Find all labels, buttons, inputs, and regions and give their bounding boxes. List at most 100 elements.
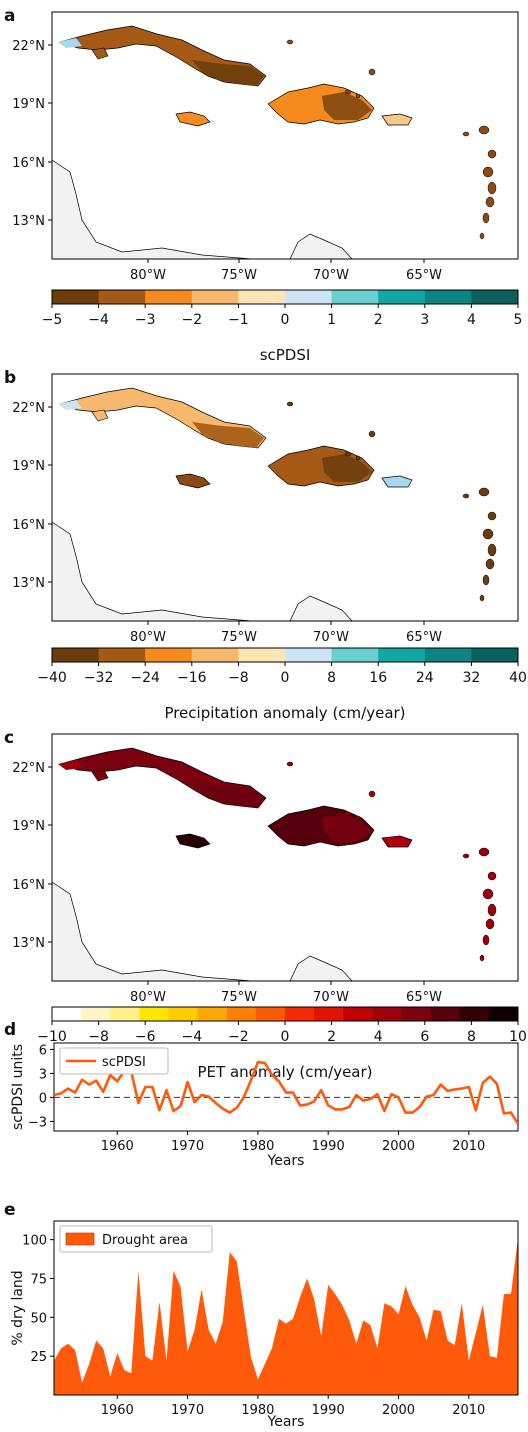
colorbar-segment	[401, 1007, 432, 1021]
colorbar-segment	[331, 648, 379, 662]
lon-tick-label: 65°W	[406, 268, 442, 283]
colorbar: −5 −4 −3 −2 −1 0 1 2 3 4 5	[42, 289, 522, 328]
x-axis-label: Years	[267, 1153, 305, 1169]
cuba-east-region	[192, 422, 264, 448]
colorbar-tick-label: 32	[462, 670, 480, 686]
caribbean-map	[52, 12, 518, 259]
map-frame	[51, 373, 519, 622]
longitude-ticks: 80°W 75°W 70°W 65°W	[130, 621, 442, 645]
colorbar-tick-label: 3	[420, 312, 429, 328]
colorbar-tick-label: −5	[42, 312, 63, 328]
puerto-rico	[381, 113, 413, 126]
lat-tick-label: 22°N	[12, 401, 45, 416]
colorbar-tick-label: −4	[181, 1029, 202, 1045]
isla-de-la-juventud	[91, 47, 109, 60]
small-island	[482, 166, 494, 178]
colorbar-segment	[343, 1007, 373, 1021]
legend-label: Drought area	[102, 1233, 188, 1248]
jamaica	[175, 111, 211, 127]
lat-tick-label: 19°N	[12, 459, 45, 474]
colorbar-tick-label: −8	[228, 670, 249, 686]
small-island	[485, 196, 495, 208]
legend-box	[59, 1047, 169, 1075]
small-island	[478, 125, 490, 135]
lon-tick-label: 65°W	[406, 990, 442, 1005]
colorbar-tick-label: −2	[181, 312, 202, 328]
colorbar-tick-label: −24	[130, 670, 160, 686]
puerto-rico	[381, 475, 413, 488]
ocean	[52, 12, 518, 259]
lat-tick-label: 16°N	[12, 518, 45, 533]
colorbar-tick-label: −2	[228, 1029, 249, 1045]
venezuela-coast-landmass	[289, 233, 353, 259]
colorbar-tick-label: 2	[327, 1029, 336, 1045]
y-tick-label: 100	[22, 1234, 47, 1249]
lon-tick-label: 80°W	[130, 630, 166, 645]
small-island	[485, 918, 495, 930]
lat-tick-label: 22°N	[12, 761, 45, 776]
small-island	[286, 761, 294, 767]
colorbar-segment	[52, 290, 100, 304]
y-tick-label: −3	[28, 1115, 47, 1130]
map-frame	[51, 733, 519, 982]
colorbar-segment	[372, 1007, 402, 1021]
colorbar: −10 −8 −6 −4 −2 0 2 4 6 8 10	[37, 1006, 527, 1045]
panel-label: a	[4, 6, 15, 26]
colorbar-segment	[459, 1007, 490, 1021]
hispaniola-east-region	[322, 92, 372, 120]
x-tick-label: 2000	[382, 1403, 415, 1418]
colorbar-tick-label: 0	[281, 1029, 290, 1045]
lon-tick-label: 70°W	[313, 268, 349, 283]
latitude-ticks: 22°N 19°N 16°N 13°N	[12, 401, 52, 591]
lon-tick-label: 75°W	[221, 268, 257, 283]
colorbar-tick-label: −10	[37, 1029, 67, 1045]
small-island	[355, 455, 361, 461]
colorbar-segment	[238, 648, 286, 662]
panel-label: d	[4, 1020, 16, 1040]
colorbar-tick-label: −40	[37, 670, 67, 686]
colorbar-segment	[238, 290, 286, 304]
colorbar-tick-label: 24	[416, 670, 434, 686]
map-frame	[51, 11, 519, 260]
colorbar-tick-label: −8	[88, 1029, 109, 1045]
jamaica	[175, 473, 211, 489]
small-island	[368, 68, 376, 76]
colorbar-segment	[378, 648, 426, 662]
jamaica	[175, 833, 211, 849]
longitude-ticks: 80°W 75°W 70°W 65°W	[130, 259, 442, 283]
colorbar-segment	[145, 290, 193, 304]
caribbean-map	[52, 734, 518, 981]
colorbar-segment	[52, 648, 100, 662]
colorbar-segment	[471, 290, 519, 304]
colorbar-tick-label: 8	[327, 670, 336, 686]
longitude-ticks: 80°W 75°W 70°W 65°W	[130, 981, 442, 1005]
colorbar-segment	[424, 290, 472, 304]
colorbar-segment	[139, 1007, 169, 1021]
colorbar-segment	[110, 1007, 140, 1021]
colorbar-segment	[285, 290, 333, 304]
venezuela-coast-landmass	[289, 955, 353, 981]
legend-box	[59, 1225, 213, 1253]
colorbar-tick-label: 16	[369, 670, 387, 686]
isla-de-la-juventud	[91, 769, 109, 782]
small-island	[355, 93, 361, 99]
lat-tick-label: 19°N	[12, 819, 45, 834]
small-island	[344, 811, 352, 817]
small-island	[368, 790, 376, 798]
legend: Drought area	[59, 1225, 213, 1253]
x-tick-label: 2000	[382, 1139, 415, 1154]
venezuela-coast-landmass	[289, 595, 353, 621]
x-tick-label: 1980	[241, 1403, 274, 1418]
small-island	[355, 815, 361, 821]
colorbar-label: PET anomaly (cm/year)	[197, 1063, 372, 1081]
lat-tick-label: 13°N	[12, 576, 45, 591]
colorbar-segment	[471, 648, 519, 662]
x-tick-label: 1960	[101, 1403, 134, 1418]
caribbean-map	[52, 374, 518, 621]
small-island	[478, 847, 490, 857]
y-tick-label: 3	[39, 1067, 47, 1082]
lon-tick-label: 75°W	[221, 630, 257, 645]
colorbar-segment	[430, 1007, 461, 1021]
axis-ticks: 1960 1970 1980 1990 2000 2010 −3 0 3 6	[28, 1043, 486, 1154]
lat-tick-label: 13°N	[12, 214, 45, 229]
